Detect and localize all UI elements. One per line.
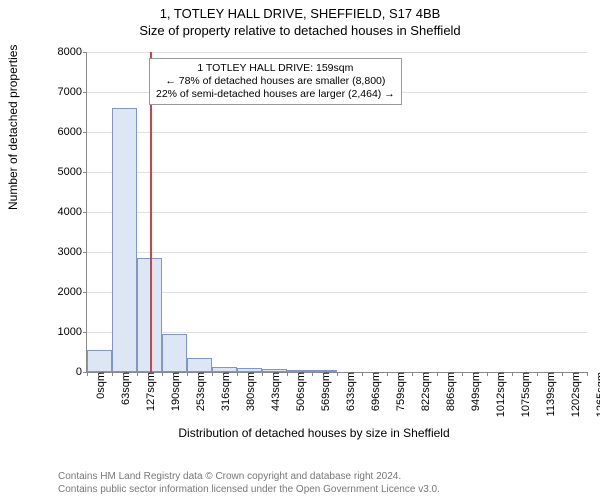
- xtick-label: 190sqm: [166, 372, 182, 411]
- xtick-label: 696sqm: [366, 372, 382, 411]
- chart-subtitle: Size of property relative to detached ho…: [0, 23, 600, 38]
- xtick-label: 1202sqm: [566, 372, 582, 417]
- xtick-label: 380sqm: [241, 372, 257, 411]
- histogram-bar: [87, 350, 112, 372]
- xtick-label: 443sqm: [266, 372, 282, 411]
- xtick-mark: [337, 372, 338, 376]
- xtick-mark: [487, 372, 488, 376]
- copyright-line2: Contains public sector information licen…: [58, 484, 440, 497]
- ytick-label: 6000: [58, 126, 87, 138]
- xtick-mark: [112, 372, 113, 376]
- xtick-label: 63sqm: [116, 372, 132, 405]
- xtick-label: 127sqm: [141, 372, 157, 411]
- xtick-mark: [387, 372, 388, 376]
- gridline: [87, 252, 587, 253]
- ytick-label: 3000: [58, 246, 87, 258]
- ytick-label: 4000: [58, 206, 87, 218]
- copyright-block: Contains HM Land Registry data © Crown c…: [58, 471, 440, 496]
- gridline: [87, 332, 587, 333]
- xtick-mark: [312, 372, 313, 376]
- annotation-line3: 22% of semi-detached houses are larger (…: [156, 88, 395, 101]
- xtick-label: 633sqm: [341, 372, 357, 411]
- xtick-label: 886sqm: [441, 372, 457, 411]
- xtick-mark: [137, 372, 138, 376]
- xtick-label: 1265sqm: [591, 372, 600, 417]
- xtick-label: 1075sqm: [516, 372, 532, 417]
- xtick-mark: [362, 372, 363, 376]
- xtick-label: 759sqm: [391, 372, 407, 411]
- gridline: [87, 132, 587, 133]
- chart-title-line1: 1, TOTLEY HALL DRIVE, SHEFFIELD, S17 4BB: [0, 6, 600, 21]
- xtick-mark: [437, 372, 438, 376]
- xtick-label: 316sqm: [216, 372, 232, 411]
- histogram-bar: [162, 334, 187, 372]
- xtick-label: 506sqm: [291, 372, 307, 411]
- x-axis-label: Distribution of detached houses by size …: [40, 426, 588, 440]
- xtick-mark: [237, 372, 238, 376]
- xtick-mark: [187, 372, 188, 376]
- chart-container: 0 1000 2000 3000 4000 5000 6000 7000 8000 0sqm 63s…: [40, 46, 588, 431]
- copyright-line1: Contains HM Land Registry data © Crown c…: [58, 471, 440, 484]
- xtick-mark: [287, 372, 288, 376]
- gridline: [87, 52, 587, 53]
- ytick-label: 2000: [58, 286, 87, 298]
- plot-area: 0100020003000400050006000700080000sqm63s…: [86, 52, 587, 373]
- ytick-label: 5000: [58, 166, 87, 178]
- annotation-line1: 1 TOTLEY HALL DRIVE: 159sqm: [156, 62, 395, 75]
- gridline: [87, 212, 587, 213]
- xtick-mark: [262, 372, 263, 376]
- xtick-mark: [162, 372, 163, 376]
- xtick-mark: [412, 372, 413, 376]
- ytick-label: 7000: [58, 86, 87, 98]
- histogram-bar: [112, 108, 137, 372]
- xtick-mark: [537, 372, 538, 376]
- xtick-mark: [87, 372, 88, 376]
- annotation-line2: ← 78% of detached houses are smaller (8,…: [156, 75, 395, 88]
- xtick-label: 253sqm: [191, 372, 207, 411]
- xtick-mark: [512, 372, 513, 376]
- xtick-label: 949sqm: [466, 372, 482, 411]
- xtick-mark: [562, 372, 563, 376]
- gridline: [87, 172, 587, 173]
- xtick-label: 1012sqm: [491, 372, 507, 417]
- ytick-label: 0: [76, 366, 87, 378]
- xtick-mark: [212, 372, 213, 376]
- gridline: [87, 292, 587, 293]
- xtick-label: 822sqm: [416, 372, 432, 411]
- xtick-label: 569sqm: [316, 372, 332, 411]
- xtick-label: 0sqm: [91, 372, 107, 399]
- xtick-label: 1139sqm: [541, 372, 557, 416]
- ytick-label: 1000: [58, 326, 87, 338]
- chart-title-block: 1, TOTLEY HALL DRIVE, SHEFFIELD, S17 4BB…: [0, 0, 600, 38]
- xtick-mark: [462, 372, 463, 376]
- annotation-box: 1 TOTLEY HALL DRIVE: 159sqm ← 78% of det…: [149, 58, 402, 105]
- histogram-bar: [187, 358, 212, 372]
- xtick-mark: [587, 372, 588, 376]
- y-axis-label: Number of detached properties: [6, 45, 20, 210]
- ytick-label: 8000: [58, 46, 87, 58]
